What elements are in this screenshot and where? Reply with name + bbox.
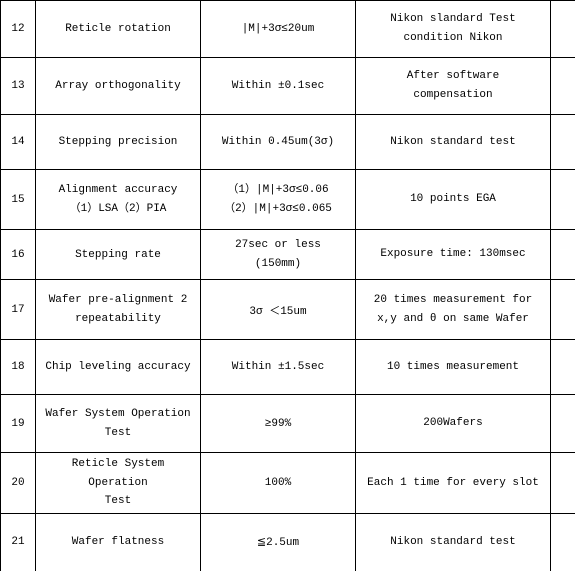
condition-line: 200Wafers xyxy=(359,414,547,433)
item-name: Wafer System OperationTest xyxy=(36,395,201,453)
table-row: 12Reticle rotation|M|+3σ≤20umNikon sland… xyxy=(1,1,575,58)
condition: Each 1 time for every slot xyxy=(356,453,551,514)
spec-line: 27sec or less xyxy=(204,236,352,255)
specification: （1）|M|+3σ≤0.06（2）|M|+3σ≤0.065 xyxy=(201,170,356,230)
specification: ≦2.5um xyxy=(201,514,356,571)
condition: 20 times measurement forx,y and θ on sam… xyxy=(356,280,551,340)
condition-line: 10 points EGA xyxy=(359,190,547,209)
item-name-line: Test xyxy=(39,424,197,443)
row-number: 15 xyxy=(1,170,36,230)
item-name: Wafer pre-alignment 2repeatability xyxy=(36,280,201,340)
condition-line: 10 times measurement xyxy=(359,358,547,377)
row-number: 16 xyxy=(1,230,36,280)
trailing-cell xyxy=(551,170,575,230)
row-number: 21 xyxy=(1,514,36,571)
table-row: 13Array orthogonalityWithin ±0.1secAfter… xyxy=(1,58,575,115)
trailing-cell xyxy=(551,115,575,170)
item-name-line: Wafer pre-alignment 2 xyxy=(39,291,197,310)
trailing-cell xyxy=(551,230,575,280)
specification: 3σ ＜15um xyxy=(201,280,356,340)
item-name: Array orthogonality xyxy=(36,58,201,115)
item-name: Stepping precision xyxy=(36,115,201,170)
trailing-cell xyxy=(551,340,575,395)
table-row: 15Alignment accuracy（1）LSA（2）PIA（1）|M|+3… xyxy=(1,170,575,230)
item-name-line: Alignment accuracy xyxy=(39,181,197,200)
condition: 10 times measurement xyxy=(356,340,551,395)
item-name-line: repeatability xyxy=(39,310,197,329)
item-name-line: Wafer System Operation xyxy=(39,405,197,424)
condition-line: Each 1 time for every slot xyxy=(359,474,547,493)
condition-line: Exposure time: 130msec xyxy=(359,245,547,264)
row-number: 13 xyxy=(1,58,36,115)
condition-line: 20 times measurement for xyxy=(359,291,547,310)
row-number: 19 xyxy=(1,395,36,453)
condition-line: After software xyxy=(359,67,547,86)
specification: |M|+3σ≤20um xyxy=(201,1,356,58)
item-name: Reticle rotation xyxy=(36,1,201,58)
specification: 100% xyxy=(201,453,356,514)
trailing-cell xyxy=(551,280,575,340)
spec-table: 12Reticle rotation|M|+3σ≤20umNikon sland… xyxy=(0,0,575,571)
table-row: 17Wafer pre-alignment 2repeatability3σ ＜… xyxy=(1,280,575,340)
condition-line: condition Nikon xyxy=(359,29,547,48)
row-number: 20 xyxy=(1,453,36,514)
condition-line: Nikon standard test xyxy=(359,133,547,152)
specification: Within 0.45um(3σ) xyxy=(201,115,356,170)
table-row: 19Wafer System OperationTest≥99%200Wafer… xyxy=(1,395,575,453)
trailing-cell xyxy=(551,453,575,514)
condition-line: compensation xyxy=(359,86,547,105)
item-name: Stepping rate xyxy=(36,230,201,280)
table-row: 16Stepping rate27sec or less(150mm)Expos… xyxy=(1,230,575,280)
condition-line: Nikon slandard Test xyxy=(359,10,547,29)
specification: Within ±1.5sec xyxy=(201,340,356,395)
item-name-line: （1）LSA（2）PIA xyxy=(39,200,197,219)
trailing-cell xyxy=(551,1,575,58)
condition: Nikon standard test xyxy=(356,514,551,571)
table-row: 20Reticle System OperationTest100%Each 1… xyxy=(1,453,575,514)
row-number: 12 xyxy=(1,1,36,58)
spec-line: （2）|M|+3σ≤0.065 xyxy=(204,200,352,219)
item-name: Wafer flatness xyxy=(36,514,201,571)
spec-table-body: 12Reticle rotation|M|+3σ≤20umNikon sland… xyxy=(1,1,575,571)
item-name-line: Reticle System Operation xyxy=(39,455,197,492)
row-number: 18 xyxy=(1,340,36,395)
condition: Nikon slandard Testcondition Nikon xyxy=(356,1,551,58)
specification: ≥99% xyxy=(201,395,356,453)
trailing-cell xyxy=(551,395,575,453)
spec-line: (150mm) xyxy=(204,255,352,274)
condition: 200Wafers xyxy=(356,395,551,453)
table-row: 18Chip leveling accuracyWithin ±1.5sec10… xyxy=(1,340,575,395)
condition: 10 points EGA xyxy=(356,170,551,230)
specification: Within ±0.1sec xyxy=(201,58,356,115)
trailing-cell xyxy=(551,58,575,115)
trailing-cell xyxy=(551,514,575,571)
specification: 27sec or less(150mm) xyxy=(201,230,356,280)
condition: Exposure time: 130msec xyxy=(356,230,551,280)
table-row: 21Wafer flatness≦2.5umNikon standard tes… xyxy=(1,514,575,571)
row-number: 17 xyxy=(1,280,36,340)
item-name-line: Test xyxy=(39,492,197,511)
condition-line: Nikon standard test xyxy=(359,533,547,552)
item-name: Chip leveling accuracy xyxy=(36,340,201,395)
condition: After softwarecompensation xyxy=(356,58,551,115)
row-number: 14 xyxy=(1,115,36,170)
item-name: Alignment accuracy（1）LSA（2）PIA xyxy=(36,170,201,230)
table-row: 14Stepping precisionWithin 0.45um(3σ)Nik… xyxy=(1,115,575,170)
condition-line: x,y and θ on same Wafer xyxy=(359,310,547,329)
item-name: Reticle System OperationTest xyxy=(36,453,201,514)
spec-line: （1）|M|+3σ≤0.06 xyxy=(204,181,352,200)
condition: Nikon standard test xyxy=(356,115,551,170)
